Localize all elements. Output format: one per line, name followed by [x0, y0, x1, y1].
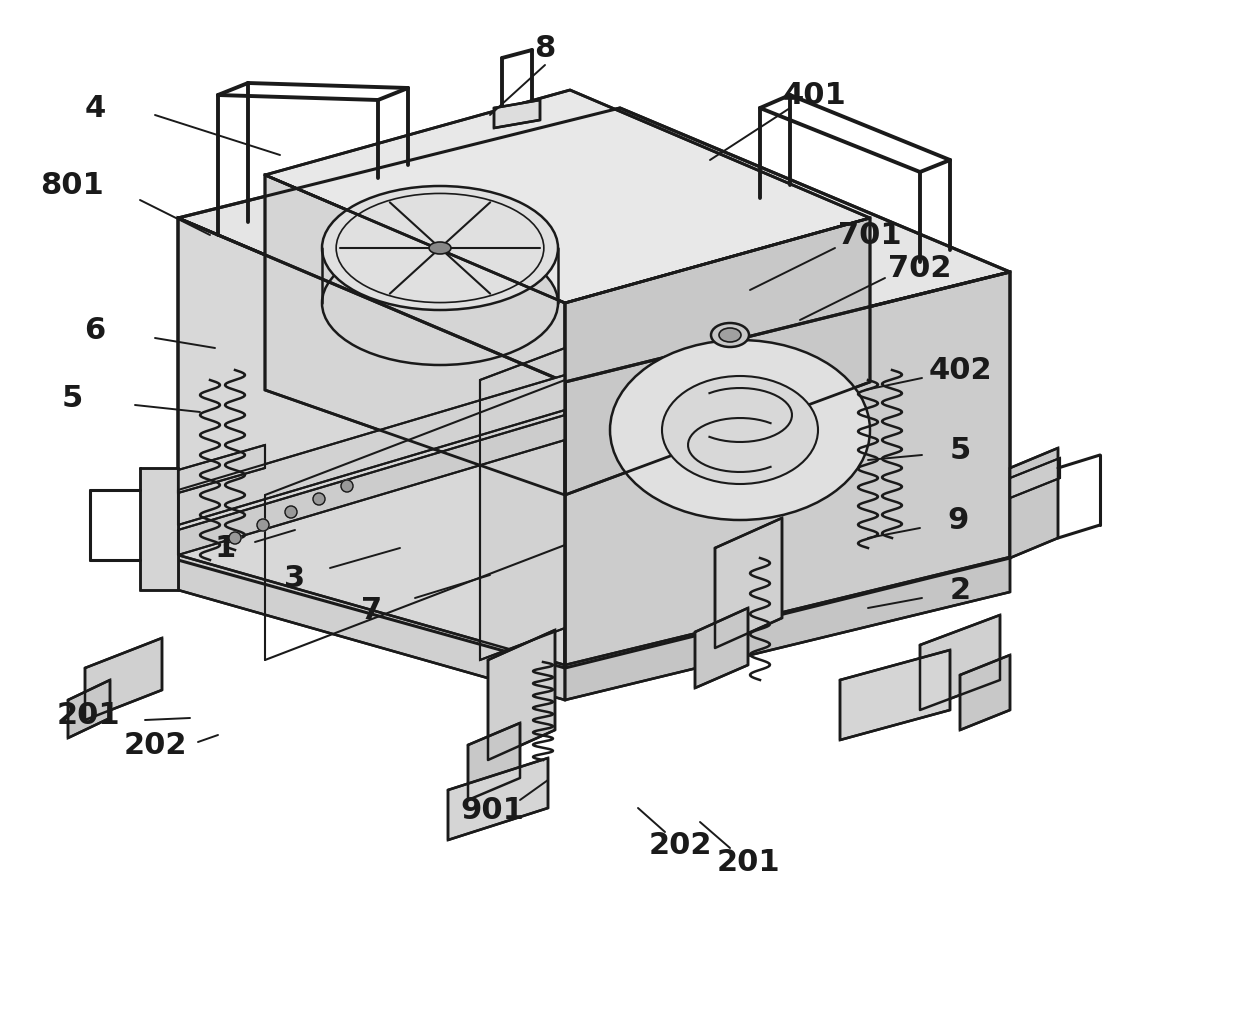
Text: 201: 201: [717, 848, 780, 876]
Text: 402: 402: [929, 356, 992, 385]
Polygon shape: [1011, 458, 1060, 498]
Polygon shape: [565, 272, 1011, 668]
Ellipse shape: [322, 241, 558, 365]
Polygon shape: [179, 108, 1011, 382]
Polygon shape: [920, 615, 999, 710]
Polygon shape: [960, 655, 1011, 730]
Polygon shape: [489, 630, 556, 760]
Ellipse shape: [662, 376, 818, 484]
Polygon shape: [715, 518, 782, 648]
Ellipse shape: [322, 186, 558, 310]
Circle shape: [341, 480, 353, 492]
Text: 7: 7: [361, 596, 383, 624]
Polygon shape: [480, 348, 565, 660]
Ellipse shape: [711, 323, 749, 347]
Text: 2: 2: [950, 575, 971, 605]
Text: 9: 9: [947, 505, 968, 535]
Polygon shape: [565, 218, 870, 495]
Text: 702: 702: [888, 253, 952, 283]
Circle shape: [312, 493, 325, 505]
Polygon shape: [179, 415, 565, 555]
Text: 801: 801: [40, 170, 104, 200]
Text: 1: 1: [215, 534, 236, 562]
Circle shape: [257, 519, 269, 531]
Text: 3: 3: [284, 563, 305, 593]
Polygon shape: [179, 555, 565, 700]
Text: 202: 202: [649, 831, 712, 859]
Text: 901: 901: [460, 795, 525, 825]
Polygon shape: [265, 90, 870, 303]
Polygon shape: [494, 100, 539, 128]
Circle shape: [285, 506, 298, 518]
Polygon shape: [140, 468, 179, 590]
Text: 4: 4: [84, 93, 105, 123]
Polygon shape: [839, 650, 950, 741]
Polygon shape: [694, 608, 748, 688]
Polygon shape: [68, 680, 110, 738]
Text: 202: 202: [123, 730, 187, 760]
Polygon shape: [448, 758, 548, 840]
Polygon shape: [86, 638, 162, 720]
Text: 5: 5: [61, 384, 83, 412]
Ellipse shape: [610, 340, 870, 520]
Polygon shape: [1011, 448, 1058, 558]
Circle shape: [229, 532, 241, 544]
Polygon shape: [565, 557, 1011, 700]
Polygon shape: [179, 445, 265, 493]
Text: 401: 401: [784, 80, 847, 109]
Text: 701: 701: [838, 221, 901, 249]
Polygon shape: [179, 218, 565, 668]
Polygon shape: [467, 723, 520, 800]
Text: 5: 5: [950, 436, 971, 465]
Polygon shape: [265, 175, 565, 495]
Polygon shape: [179, 375, 565, 525]
Text: 6: 6: [84, 315, 105, 344]
Ellipse shape: [429, 242, 451, 254]
Text: 201: 201: [56, 701, 120, 729]
Ellipse shape: [719, 328, 742, 342]
Text: 8: 8: [534, 33, 556, 63]
